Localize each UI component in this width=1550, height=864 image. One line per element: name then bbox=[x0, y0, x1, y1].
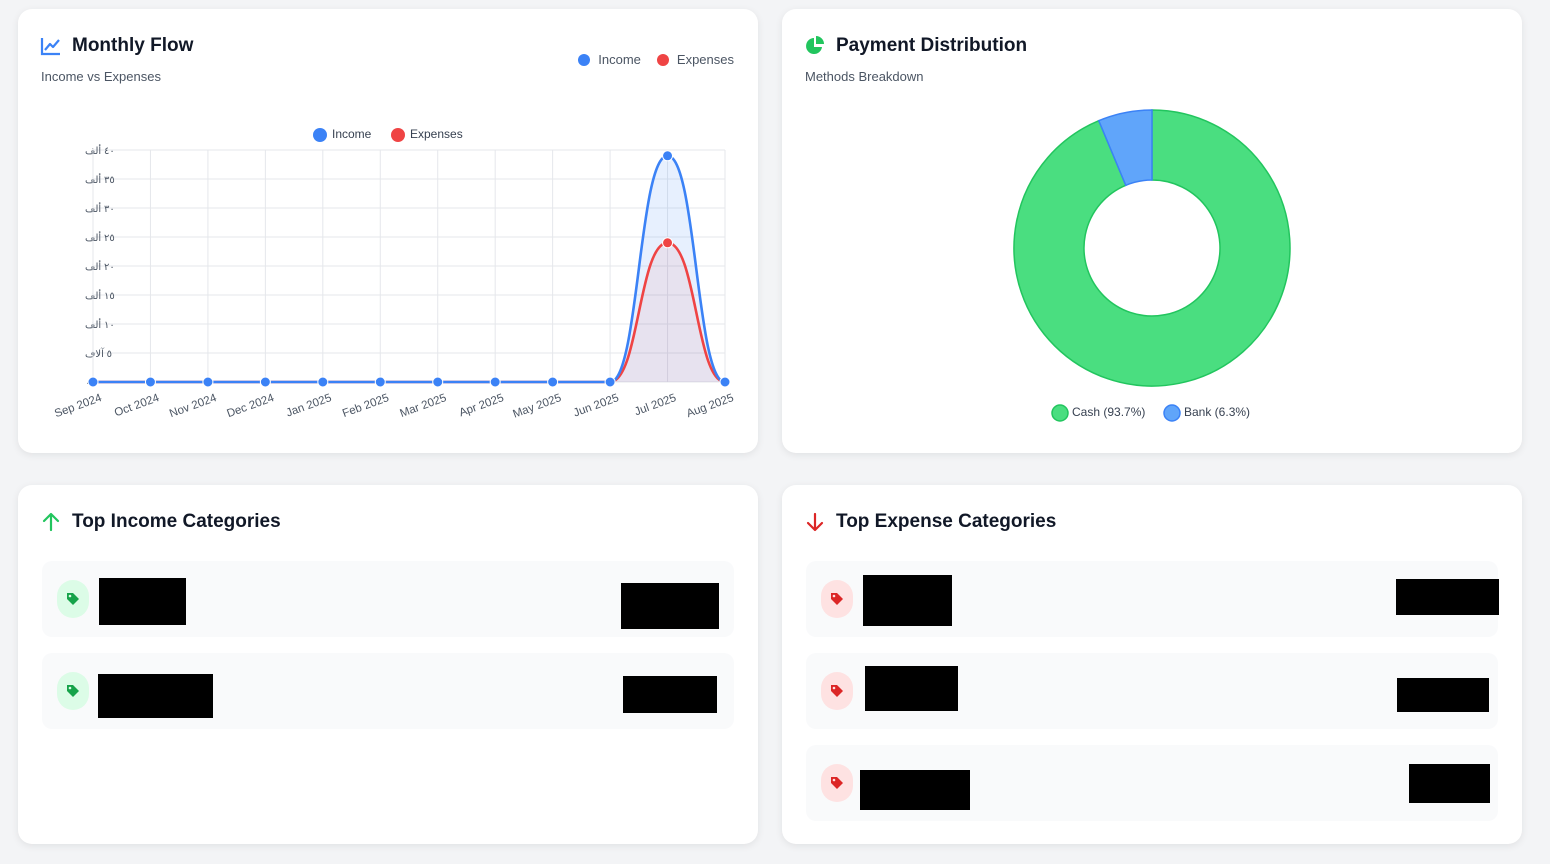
category-name bbox=[99, 578, 186, 625]
pie-chart-icon bbox=[806, 36, 824, 54]
x-tick-label: Nov 2024 bbox=[168, 392, 219, 420]
x-tick-label: Feb 2025 bbox=[341, 392, 391, 420]
data-point bbox=[317, 376, 329, 388]
data-point bbox=[662, 150, 674, 162]
y-tick-label: ٣٥ ألف bbox=[85, 173, 115, 186]
tag-icon bbox=[821, 580, 853, 618]
x-tick-label: Jul 2025 bbox=[633, 392, 678, 418]
payment-distribution-header: Payment Distribution bbox=[804, 35, 1027, 57]
x-tick-label: Dec 2024 bbox=[225, 392, 276, 420]
y-tick-label: ٢٠ ألف bbox=[85, 260, 115, 273]
y-tick-label: ١٥ ألف bbox=[85, 289, 115, 302]
monthly-flow-top-legend: Income Expenses bbox=[578, 52, 734, 67]
legend-label: Income bbox=[332, 127, 372, 141]
top-expense-card: Top Expense Categories bbox=[782, 485, 1522, 844]
legend-expenses[interactable]: Expenses bbox=[656, 52, 734, 67]
y-tick-label: ١٠ ألف bbox=[85, 318, 115, 331]
category-name bbox=[860, 770, 970, 810]
data-point bbox=[662, 237, 674, 249]
arrow-up-icon bbox=[42, 512, 60, 532]
data-point bbox=[604, 376, 616, 388]
y-tick-label: ٢٥ ألف bbox=[85, 231, 115, 244]
data-point bbox=[202, 376, 214, 388]
payment-distribution-subtitle: Methods Breakdown bbox=[805, 69, 924, 84]
data-point bbox=[259, 376, 271, 388]
line-chart-icon bbox=[40, 38, 60, 56]
legend-swatch bbox=[391, 128, 405, 142]
x-tick-label: Mar 2025 bbox=[398, 392, 448, 420]
x-tick-label: Jun 2025 bbox=[572, 392, 621, 419]
payment-distribution-title: Payment Distribution bbox=[836, 35, 1028, 56]
series-area-expenses bbox=[93, 242, 725, 382]
top-income-header: Top Income Categories bbox=[40, 511, 281, 533]
category-name bbox=[863, 575, 952, 626]
legend-income[interactable]: Income bbox=[578, 52, 641, 67]
category-amount bbox=[1396, 579, 1499, 615]
category-amount bbox=[623, 676, 717, 713]
list-item[interactable] bbox=[42, 561, 734, 637]
tag-icon bbox=[821, 764, 853, 802]
y-tick-label: ٠ bbox=[85, 378, 90, 389]
legend-label: Expenses bbox=[410, 127, 463, 141]
category-name bbox=[98, 674, 213, 718]
data-point bbox=[719, 376, 731, 388]
x-tick-label: Oct 2024 bbox=[113, 392, 162, 419]
legend-swatch bbox=[1051, 404, 1069, 422]
data-point bbox=[489, 376, 501, 388]
top-expense-header: Top Expense Categories bbox=[804, 511, 1056, 533]
legend-label: Cash (93.7%) bbox=[1072, 405, 1145, 419]
tag-icon bbox=[57, 672, 89, 710]
category-amount bbox=[1397, 678, 1489, 712]
data-point bbox=[144, 376, 156, 388]
list-item[interactable] bbox=[806, 561, 1499, 637]
x-tick-label: Sep 2024 bbox=[53, 392, 104, 420]
monthly-flow-card: Monthly Flow Income vs Expenses Income E… bbox=[18, 9, 758, 453]
x-tick-label: May 2025 bbox=[511, 392, 563, 421]
tag-icon bbox=[821, 672, 853, 710]
legend-swatch bbox=[313, 128, 327, 142]
list-item[interactable] bbox=[806, 745, 1498, 821]
data-point bbox=[547, 376, 559, 388]
list-item[interactable] bbox=[42, 653, 734, 729]
y-tick-label: ٣٠ ألف bbox=[85, 202, 115, 215]
list-item[interactable] bbox=[806, 653, 1498, 729]
legend-label: Bank (6.3%) bbox=[1184, 405, 1250, 419]
x-tick-label: Jan 2025 bbox=[285, 392, 334, 419]
y-tick-label: ٥ آلاف bbox=[85, 347, 112, 360]
x-tick-label: Aug 2025 bbox=[685, 392, 735, 420]
category-name bbox=[865, 666, 958, 711]
top-expense-title: Top Expense Categories bbox=[836, 511, 1057, 532]
monthly-flow-header: Monthly Flow bbox=[40, 35, 193, 57]
payment-distribution-donut-chart[interactable]: Cash (93.7%) Bank (6.3%) bbox=[782, 9, 1522, 453]
x-tick-label: Apr 2025 bbox=[458, 392, 506, 419]
data-point bbox=[87, 376, 99, 388]
category-amount bbox=[621, 583, 719, 629]
monthly-flow-subtitle: Income vs Expenses bbox=[41, 69, 161, 84]
top-income-card: Top Income Categories bbox=[18, 485, 758, 844]
pie-slice-cash bbox=[1013, 109, 1291, 387]
category-amount bbox=[1409, 764, 1490, 803]
data-point bbox=[432, 376, 444, 388]
monthly-flow-title: Monthly Flow bbox=[72, 35, 194, 56]
top-expense-list bbox=[806, 561, 1499, 837]
pie-slice-bank bbox=[1097, 109, 1153, 187]
arrow-down-icon bbox=[806, 512, 824, 532]
tag-icon bbox=[57, 580, 89, 618]
payment-distribution-card: Payment Distribution Methods Breakdown C… bbox=[782, 9, 1522, 453]
y-tick-label: ٤٠ ألف bbox=[85, 144, 115, 157]
data-point bbox=[374, 376, 386, 388]
series-area-income bbox=[93, 155, 725, 382]
legend-swatch bbox=[1163, 404, 1181, 422]
top-income-title: Top Income Categories bbox=[72, 511, 281, 532]
top-income-list bbox=[42, 561, 734, 745]
monthly-flow-line-chart[interactable]: ٠ ٥ آلاف ١٠ ألف ١٥ ألف ٢٠ ألف ٢٥ ألف ٣٠ ألف ٣٥ … bbox=[18, 9, 758, 453]
